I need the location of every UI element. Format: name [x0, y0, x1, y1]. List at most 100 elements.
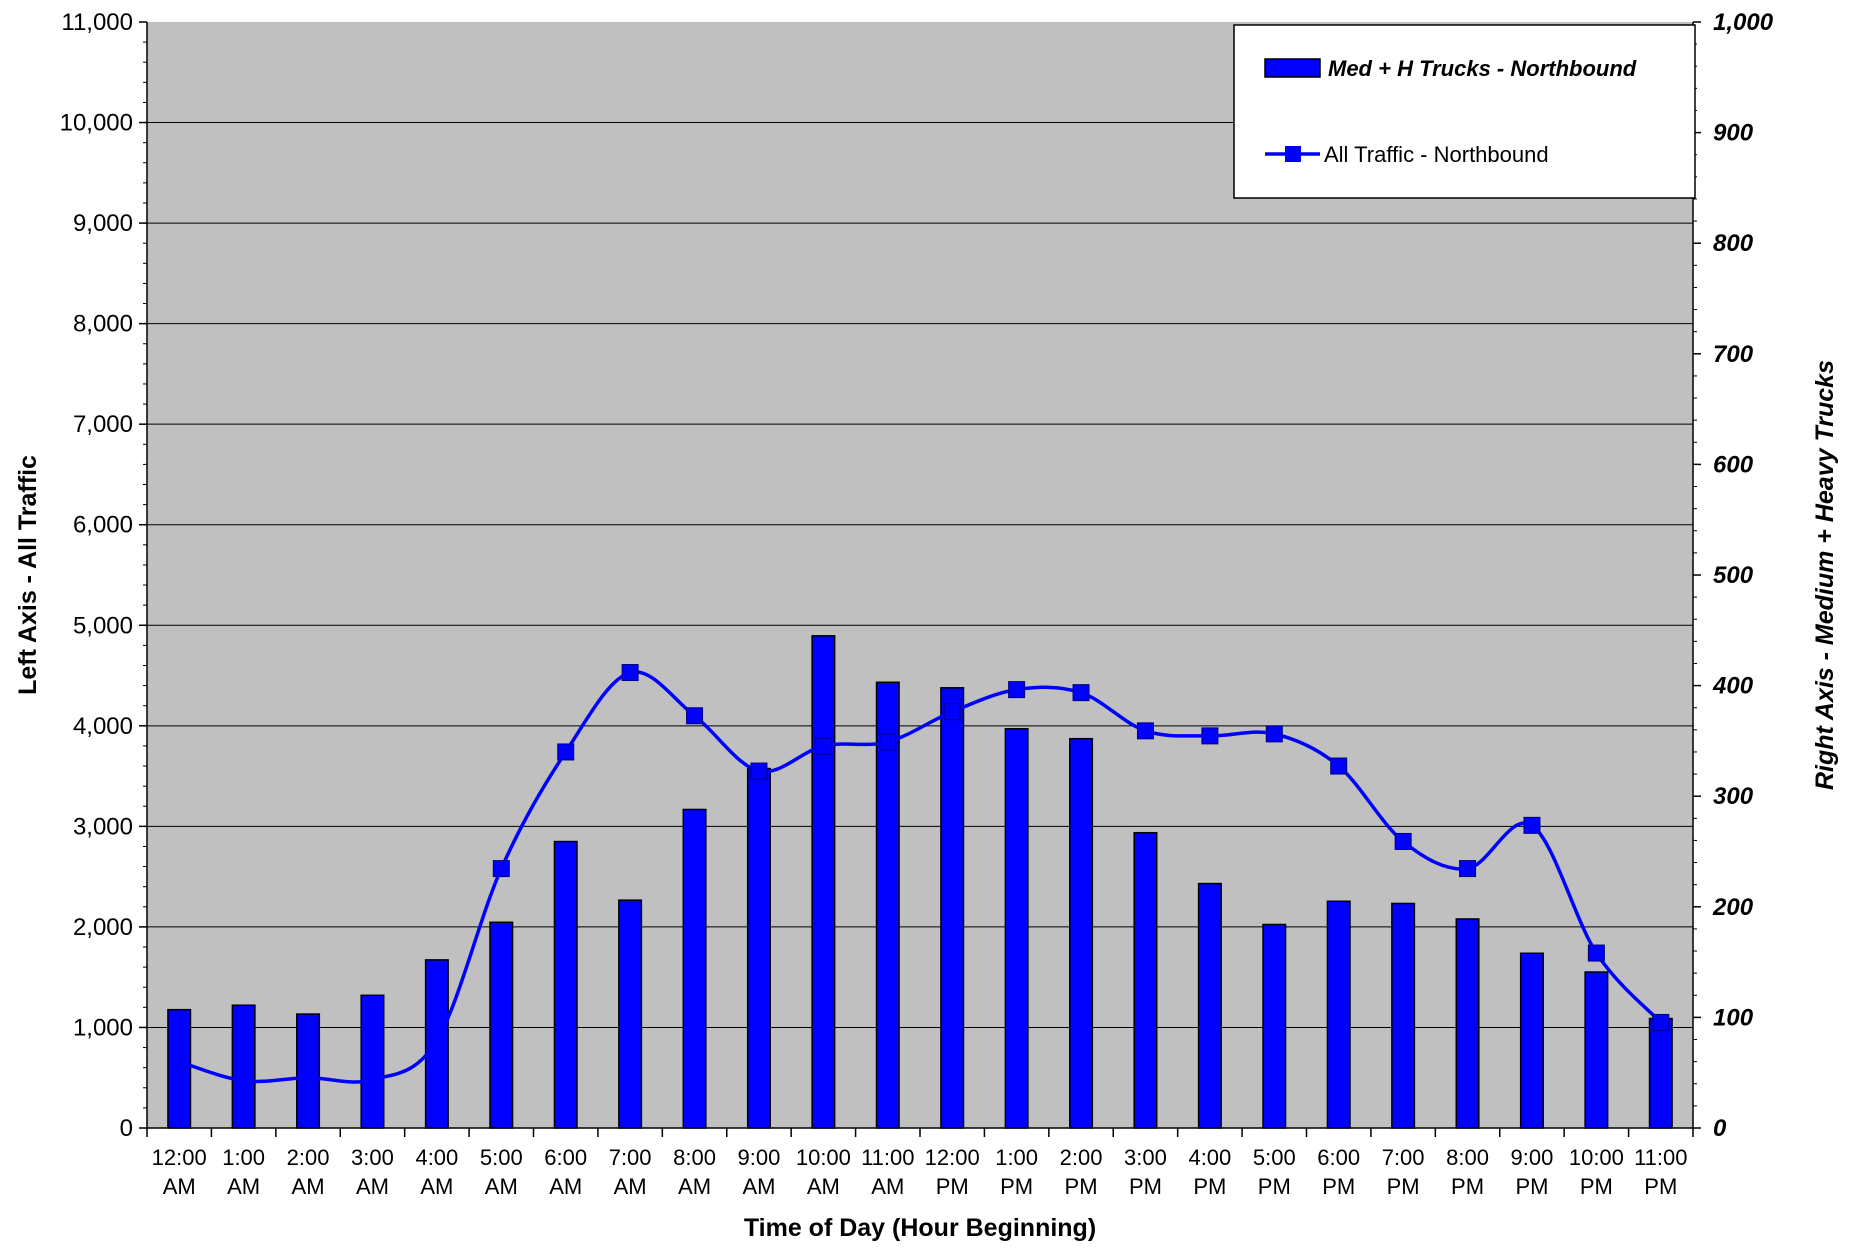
right-tick-label: 0: [1713, 1115, 1727, 1142]
line-marker: [1072, 684, 1090, 702]
left-tick-label: 7,000: [73, 411, 133, 438]
x-tick-label-ampm: AM: [356, 1174, 389, 1199]
right-tick-label: 1,000: [1713, 9, 1774, 36]
x-tick-label-time: 11:00: [1634, 1145, 1687, 1170]
bar-series: [167, 635, 1673, 1129]
x-tick-label-time: 9:00: [1511, 1145, 1554, 1170]
right-tick-label: 500: [1713, 562, 1754, 589]
bar-trucks: [1584, 971, 1609, 1129]
bar-trucks: [1455, 918, 1480, 1129]
legend-box: [1233, 24, 1696, 199]
bar-trucks: [1004, 727, 1029, 1129]
left-tick-label: 10,000: [60, 110, 133, 137]
bar-trucks: [553, 840, 578, 1129]
x-tick-label-time: 4:00: [415, 1145, 458, 1170]
left-tick-label: 5,000: [73, 612, 133, 639]
right-tick-label: 400: [1712, 673, 1754, 700]
line-marker: [750, 762, 768, 780]
bar-trucks: [746, 767, 771, 1129]
left-tick-label: 1,000: [73, 1014, 133, 1041]
line-series: [178, 664, 1670, 1084]
x-tick-label-ampm: PM: [1193, 1174, 1226, 1199]
left-tick-label: 3,000: [73, 813, 133, 840]
right-tick-label: 800: [1713, 230, 1754, 257]
line-marker: [1652, 1013, 1670, 1031]
line-marker: [686, 707, 704, 725]
line-marker: [1136, 722, 1154, 740]
x-tick-label-time: 8:00: [1446, 1145, 1489, 1170]
x-tick-label-ampm: PM: [1065, 1174, 1098, 1199]
left-tick-label: 0: [120, 1115, 133, 1142]
x-tick-label-ampm: AM: [614, 1174, 647, 1199]
x-tick-label-time: 2:00: [1060, 1145, 1103, 1170]
bar-trucks: [1648, 1017, 1673, 1129]
x-tick-label-ampm: PM: [1515, 1174, 1548, 1199]
bar-trucks: [682, 808, 707, 1129]
bar-trucks: [167, 1008, 192, 1129]
bar-trucks: [1069, 737, 1094, 1129]
right-tick-label: 900: [1713, 120, 1754, 147]
x-tick-label-time: 1:00: [995, 1145, 1038, 1170]
x-tick-label-time: 1:00: [222, 1145, 265, 1170]
left-tick-label: 4,000: [73, 713, 133, 740]
bar-trucks: [489, 921, 514, 1129]
right-tick-label: 100: [1713, 1004, 1754, 1031]
x-tick-label-time: 7:00: [1382, 1145, 1425, 1170]
bar-trucks: [424, 959, 449, 1129]
left-axis-ticks: 0 1,000 2,000 3,000 4,000 5,000 6,000 7,000 8,00…: [60, 9, 147, 1142]
x-tick-label-ampm: AM: [871, 1174, 904, 1199]
line-marker: [1008, 681, 1026, 699]
x-tick-label-ampm: AM: [549, 1174, 582, 1199]
left-tick-label: 11,000: [61, 9, 133, 36]
x-tick-label-time: 11:00: [861, 1145, 914, 1170]
line-all-traffic: [178, 670, 1663, 1084]
legend: Med + H Trucks - Northbound All Traffic …: [1233, 24, 1696, 199]
x-tick-label-ampm: PM: [1644, 1174, 1677, 1199]
x-tick-label-ampm: AM: [227, 1174, 260, 1199]
left-tick-label: 2,000: [73, 914, 133, 941]
bar-trucks: [940, 687, 965, 1129]
x-tick-label-time: 6:00: [544, 1145, 587, 1170]
line-marker: [1587, 944, 1605, 962]
right-tick-label: 300: [1713, 783, 1754, 810]
x-tick-label-time: 12:00: [152, 1145, 207, 1170]
x-tick-label-ampm: PM: [1258, 1174, 1291, 1199]
x-tick-label-time: 12:00: [925, 1145, 980, 1170]
line-marker: [879, 733, 897, 751]
x-tick-label-ampm: PM: [1129, 1174, 1162, 1199]
line-marker: [943, 703, 961, 721]
x-tick-label-ampm: AM: [292, 1174, 325, 1199]
x-tick-label-time: 10:00: [796, 1145, 851, 1170]
x-tick-label-ampm: PM: [1451, 1174, 1484, 1199]
x-tick-label-ampm: AM: [485, 1174, 518, 1199]
x-tick-label-ampm: AM: [420, 1174, 453, 1199]
line-marker: [621, 664, 639, 682]
x-tick-label-time: 10:00: [1569, 1145, 1624, 1170]
x-tick-label-time: 9:00: [738, 1145, 781, 1170]
x-tick-label-ampm: AM: [807, 1174, 840, 1199]
x-tick-label-time: 2:00: [287, 1145, 330, 1170]
x-tick-label-ampm: AM: [163, 1174, 196, 1199]
line-marker: [814, 737, 832, 755]
right-tick-label: 700: [1713, 341, 1754, 368]
line-marker: [1394, 832, 1412, 850]
x-tick-label-time: 3:00: [1124, 1145, 1167, 1170]
x-tick-label-time: 5:00: [480, 1145, 523, 1170]
x-tick-label-ampm: PM: [936, 1174, 969, 1199]
bar-trucks: [1197, 882, 1222, 1129]
line-marker: [492, 860, 510, 878]
left-axis-title: Left Axis - All Traffic: [14, 455, 42, 695]
plot-area: [147, 22, 1693, 1128]
bar-trucks: [1326, 900, 1351, 1129]
x-tick-label-ampm: AM: [742, 1174, 775, 1199]
legend-line-marker: [1285, 146, 1301, 162]
right-tick-label: 200: [1712, 894, 1754, 921]
x-tick-label-time: 5:00: [1253, 1145, 1296, 1170]
legend-entry-all-traffic: All Traffic - Northbound: [1324, 142, 1549, 167]
bar-trucks: [1133, 831, 1158, 1129]
x-tick-label-ampm: PM: [1322, 1174, 1355, 1199]
x-tick-label-time: 7:00: [609, 1145, 652, 1170]
x-axis-ticks: 12:00 AM 1:00 AM 2:00 AM 3:00 AM 4:00 AM 5:00 AM 6:0…: [146, 1128, 1694, 1199]
